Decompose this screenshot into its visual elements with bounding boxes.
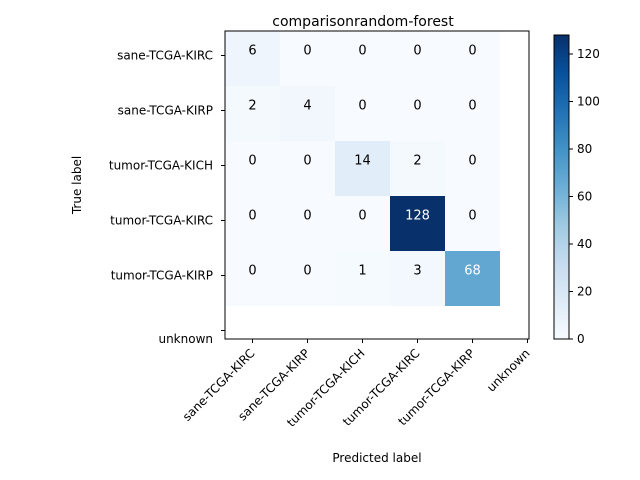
heatmap-cell xyxy=(225,86,280,141)
heatmap-cell xyxy=(390,251,445,306)
heatmap-cell xyxy=(225,251,280,306)
cell-value-label: 2 xyxy=(248,99,256,114)
heatmap-cell xyxy=(280,251,335,306)
cell-value-label: 0 xyxy=(303,264,311,279)
plot-frame xyxy=(224,30,530,340)
cell-value-label: 0 xyxy=(358,99,366,114)
heatmap-cell xyxy=(335,251,390,306)
heatmap-cell xyxy=(335,86,390,141)
heatmap-cell xyxy=(390,196,445,251)
cell-value-label: 0 xyxy=(303,154,311,169)
heatmap-cells xyxy=(225,31,500,306)
heatmap-cell xyxy=(225,196,280,251)
cell-value-label: 0 xyxy=(468,44,476,59)
cell-value-label: 0 xyxy=(468,154,476,169)
heatmap-cell xyxy=(225,31,280,86)
heatmap-cell xyxy=(280,31,335,86)
cell-value-labels: 6 0 0 0 0 2 4 0 0 0 0 0 14 2 0 0 0 0 128 0 0 0 1 3 68 xyxy=(248,44,480,279)
cell-value-label: 0 xyxy=(358,209,366,224)
heatmap-cell xyxy=(445,251,500,306)
y-tick-label: tumor-TCGA-KICH xyxy=(109,159,213,173)
heatmap-cell xyxy=(390,31,445,86)
cell-value-label: 6 xyxy=(248,44,256,59)
cell-value-label: 68 xyxy=(464,264,481,279)
heatmap-cell xyxy=(335,31,390,86)
heatmap-cell xyxy=(390,86,445,141)
colorbar-tick-label: 60 xyxy=(577,190,592,204)
y-tick-label: sane-TCGA-KIRP xyxy=(118,104,213,118)
heatmap-cell xyxy=(445,31,500,86)
y-tick-label: tumor-TCGA-KIRC xyxy=(110,214,213,228)
y-tick-label: tumor-TCGA-KIRP xyxy=(111,269,213,283)
cell-value-label: 2 xyxy=(413,154,421,169)
colorbar xyxy=(553,34,570,340)
y-tick-label: unknown xyxy=(158,332,213,346)
cell-value-label: 0 xyxy=(248,264,256,279)
y-tick-label: sane-TCGA-KIRC xyxy=(117,49,213,63)
colorbar-tick-label: 0 xyxy=(577,332,585,346)
heatmap-cell xyxy=(445,86,500,141)
cell-value-label: 0 xyxy=(303,209,311,224)
heatmap-cell xyxy=(335,141,390,196)
cell-value-label: 3 xyxy=(413,264,421,279)
cell-value-label: 0 xyxy=(248,209,256,224)
colorbar-tick-label: 80 xyxy=(577,142,592,156)
cell-value-label: 0 xyxy=(358,44,366,59)
cell-value-label: 1 xyxy=(358,264,366,279)
cell-value-label: 0 xyxy=(468,209,476,224)
cell-value-label: 4 xyxy=(303,99,311,114)
heatmap-cell xyxy=(445,141,500,196)
y-axis-label: True label xyxy=(70,156,84,215)
chart-title: comparisonrandom-forest xyxy=(272,14,454,30)
cell-value-label: 0 xyxy=(413,44,421,59)
cell-value-label: 0 xyxy=(413,99,421,114)
heatmap-cell xyxy=(280,86,335,141)
x-axis-label: Predicted label xyxy=(332,451,421,465)
colorbar-ticks: 0 20 40 60 80 100 120 xyxy=(569,47,600,346)
cell-value-label: 0 xyxy=(248,154,256,169)
heatmap-cell xyxy=(390,141,445,196)
heatmap-cell xyxy=(445,196,500,251)
colorbar-tick-label: 40 xyxy=(577,237,592,251)
x-tick-label: unknown xyxy=(484,346,532,394)
cell-value-label: 0 xyxy=(303,44,311,59)
cell-value-label: 128 xyxy=(405,209,430,224)
heatmap-cell xyxy=(280,141,335,196)
colorbar-tick-label: 20 xyxy=(577,285,592,299)
colorbar-tick-label: 100 xyxy=(577,95,600,109)
y-axis-ticks: sane-TCGA-KIRC sane-TCGA-KIRP tumor-TCGA-K… xyxy=(109,49,225,346)
cell-value-label: 14 xyxy=(354,154,371,169)
heatmap-cell xyxy=(280,196,335,251)
colorbar-tick-label: 120 xyxy=(577,47,600,61)
cell-value-label: 0 xyxy=(468,99,476,114)
heatmap-cell xyxy=(225,141,280,196)
x-axis-ticks: sane-TCGA-KIRCsane-TCGA-KIRPtumor-TCGA-K… xyxy=(180,339,533,430)
heatmap-cell xyxy=(335,196,390,251)
